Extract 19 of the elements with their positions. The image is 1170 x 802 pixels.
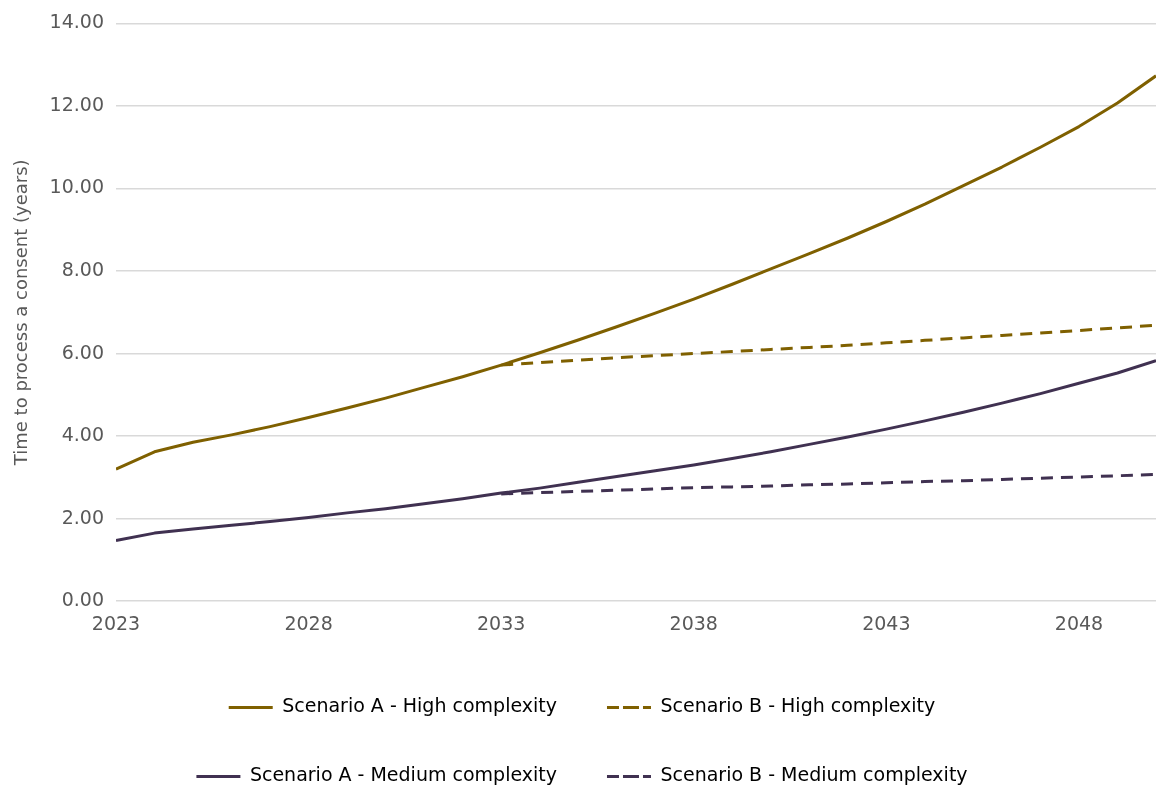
y-tick-label: 6.00 — [61, 340, 104, 363]
legend-label: Scenario B - High complexity — [660, 694, 936, 717]
y-tick-label: 12.00 — [49, 92, 104, 115]
legend-label: Scenario A - Medium complexity — [249, 763, 557, 786]
legend-label: Scenario B - Medium complexity — [660, 763, 968, 786]
y-axis-title: Time to process a consent (years) — [10, 159, 32, 467]
x-tick-label: 2033 — [477, 611, 526, 634]
y-tick-label: 0.00 — [61, 588, 104, 611]
x-tick-label: 2028 — [284, 611, 333, 634]
y-tick-label: 4.00 — [61, 423, 104, 446]
x-tick-label: 2043 — [862, 611, 911, 634]
x-tick-label: 2023 — [91, 611, 141, 634]
legend-label: Scenario A - High complexity — [282, 694, 557, 717]
y-tick-label: 8.00 — [61, 257, 104, 280]
x-tick-label: 2038 — [669, 611, 718, 634]
y-tick-label: 14.00 — [49, 10, 104, 33]
x-tick-label: 2048 — [1054, 611, 1104, 634]
y-tick-label: 2.00 — [61, 505, 104, 528]
y-tick-label: 10.00 — [49, 175, 104, 198]
